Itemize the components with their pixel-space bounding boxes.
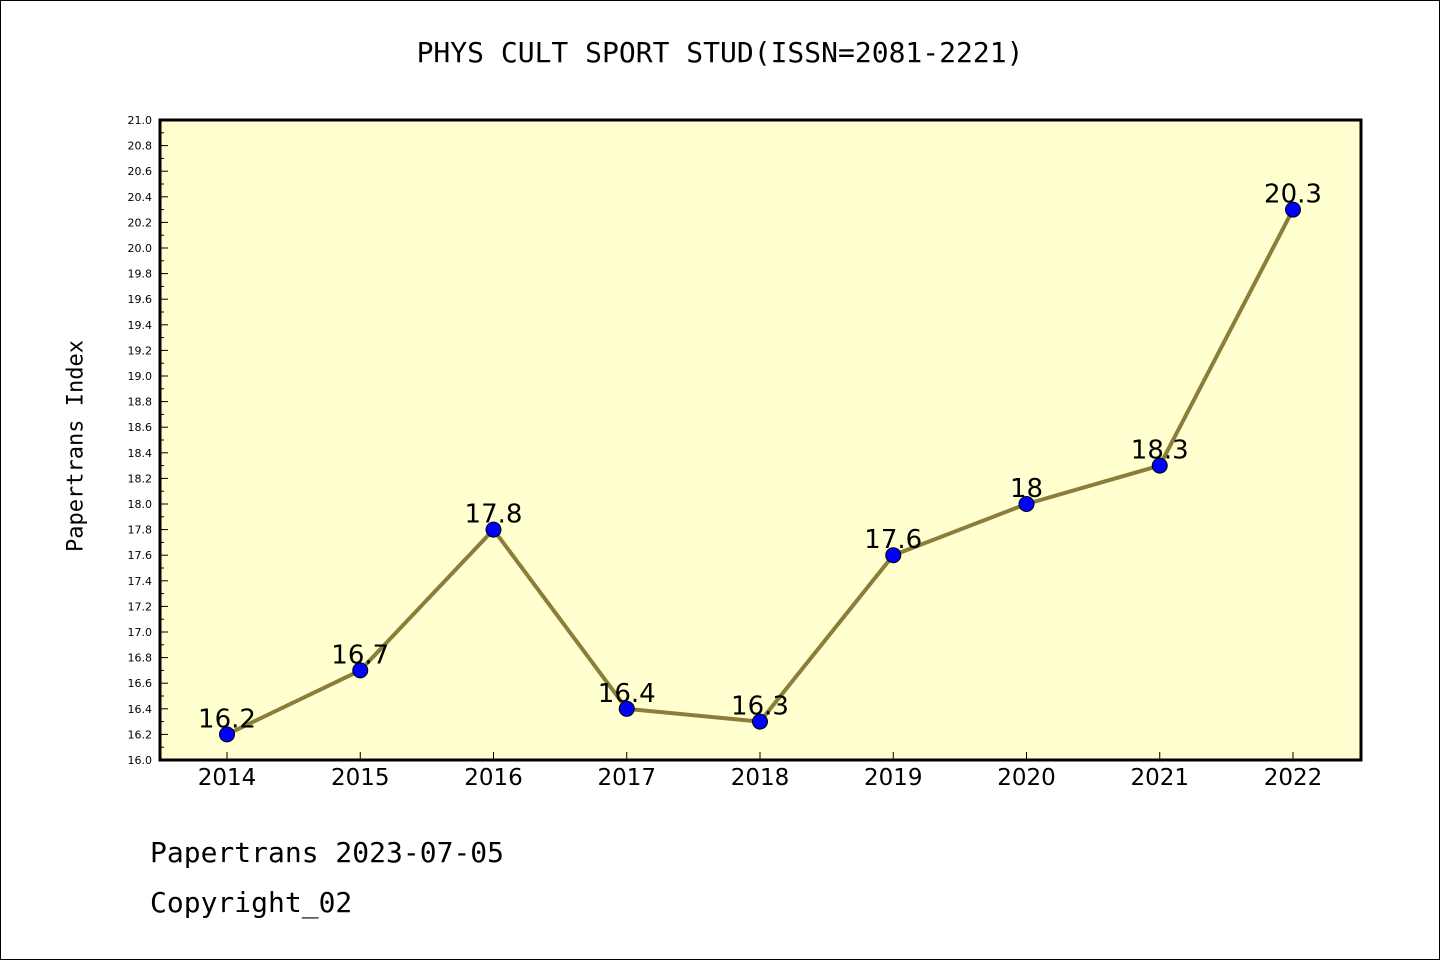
- y-tick-label: 19.4: [128, 319, 153, 332]
- plot-border: [158, 118, 1363, 762]
- y-tick-label: 20.8: [128, 140, 153, 153]
- data-label: 20.3: [1264, 180, 1322, 210]
- y-tick-label: 17.8: [128, 524, 153, 537]
- data-label: 17.8: [465, 500, 523, 530]
- plot-area: [160, 120, 1361, 760]
- y-tick-label: 20.4: [128, 191, 153, 204]
- x-tick-label: 2014: [198, 765, 257, 791]
- data-point: [1285, 201, 1301, 218]
- y-tick-label: 16.2: [128, 728, 153, 741]
- data-point: [618, 700, 635, 717]
- y-tick-label: 19.6: [128, 293, 153, 306]
- x-tick-label: 2021: [1130, 765, 1189, 791]
- y-tick-label: 18.8: [128, 396, 153, 409]
- y-tick-label: 16.0: [128, 754, 153, 767]
- y-tick-label: 18.2: [128, 472, 153, 485]
- y-tick-label: 17.2: [128, 600, 153, 613]
- x-tick-label: 2020: [997, 765, 1056, 791]
- data-label: 18.3: [1131, 436, 1189, 466]
- data-point: [352, 662, 369, 679]
- data-point: [485, 521, 502, 538]
- data-label: 16.2: [198, 704, 256, 734]
- y-tick-label: 20.0: [128, 242, 153, 255]
- chart-title: PHYS CULT SPORT STUD(ISSN=2081-2221): [416, 36, 1024, 69]
- y-tick-label: 17.6: [128, 549, 153, 562]
- footer-copyright: Copyright_02: [150, 886, 353, 919]
- data-point: [752, 713, 768, 730]
- x-tick-label: 2015: [331, 765, 390, 791]
- x-tick-label: 2019: [864, 765, 923, 791]
- data-label: 18: [1010, 474, 1043, 504]
- y-tick-label: 16.4: [128, 703, 153, 716]
- y-tick-label: 16.6: [128, 677, 153, 690]
- y-tick-label: 18.6: [128, 421, 153, 434]
- y-tick-label: 17.0: [128, 626, 153, 639]
- y-tick-label: 20.2: [128, 216, 153, 229]
- data-label: 16.4: [598, 679, 656, 709]
- data-point: [1018, 496, 1035, 512]
- data-label: 16.7: [331, 640, 389, 670]
- data-point: [219, 726, 235, 743]
- data-label: 17.6: [864, 525, 922, 555]
- x-tick-label: 2022: [1264, 765, 1323, 791]
- y-tick-label: 17.4: [128, 575, 153, 588]
- y-tick-label: 18.4: [128, 447, 153, 460]
- y-tick-label: 19.0: [128, 370, 153, 383]
- y-tick-label: 19.2: [128, 344, 153, 357]
- y-tick-label: 16.8: [128, 652, 153, 665]
- y-tick-label: 21.0: [128, 114, 153, 127]
- data-point: [885, 547, 902, 564]
- data-point: [1151, 457, 1168, 474]
- x-tick-label: 2018: [731, 765, 790, 791]
- x-tick-label: 2016: [464, 765, 523, 791]
- footer-date: Papertrans 2023-07-05: [150, 836, 505, 869]
- y-tick-label: 19.8: [128, 268, 153, 281]
- y-tick-label: 20.6: [128, 165, 153, 178]
- y-tick-label: 18.0: [128, 498, 153, 511]
- x-tick-label: 2017: [597, 765, 656, 791]
- data-label: 16.3: [731, 692, 789, 722]
